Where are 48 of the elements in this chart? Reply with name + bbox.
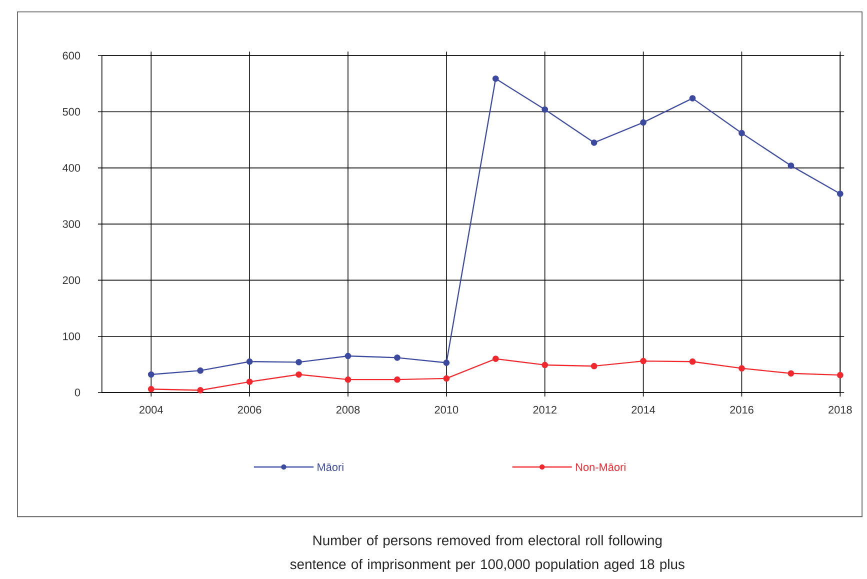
x-tick-label: 2018 bbox=[828, 406, 852, 414]
point bbox=[640, 358, 646, 364]
point bbox=[394, 376, 400, 383]
text: Māori bbox=[318, 462, 344, 471]
point bbox=[197, 367, 204, 374]
point bbox=[738, 365, 745, 372]
y-tick-label: 300 bbox=[62, 220, 80, 228]
point bbox=[689, 358, 696, 365]
point bbox=[296, 371, 302, 378]
x-tick-label: 2016 bbox=[730, 406, 754, 414]
point bbox=[788, 162, 794, 169]
point bbox=[296, 358, 302, 366]
point bbox=[443, 375, 450, 382]
point bbox=[542, 362, 548, 368]
point bbox=[246, 358, 253, 365]
point bbox=[246, 378, 253, 385]
point bbox=[148, 386, 154, 392]
x-tick-label: 2004 bbox=[140, 406, 163, 414]
point bbox=[689, 94, 696, 102]
point bbox=[443, 359, 450, 366]
text: Number of persons removed from electoral roll following sentence of imprisonment per 100,000 population aged 18 plus bbox=[290, 534, 684, 572]
y-tick-label: 200 bbox=[62, 276, 80, 284]
point bbox=[640, 119, 646, 126]
x-tick-label: 2012 bbox=[533, 406, 556, 414]
y-tick-label: 600 bbox=[62, 52, 80, 60]
point bbox=[788, 370, 794, 376]
point bbox=[837, 372, 844, 378]
point bbox=[738, 130, 745, 136]
y-tick-label: 500 bbox=[62, 108, 80, 116]
y-tick-label: 400 bbox=[62, 164, 80, 172]
point bbox=[148, 371, 154, 378]
point bbox=[344, 376, 352, 383]
point bbox=[394, 354, 400, 361]
y-tick-label: 100 bbox=[63, 332, 80, 340]
x-tick-label: 2006 bbox=[238, 406, 262, 414]
x-tick-label: 2010 bbox=[434, 406, 458, 414]
text: Non-Māori bbox=[576, 462, 626, 471]
point bbox=[197, 386, 204, 394]
x-tick-label: 2008 bbox=[336, 406, 360, 414]
point bbox=[492, 75, 499, 82]
point bbox=[590, 362, 598, 370]
x-tick-label: 2014 bbox=[632, 406, 656, 414]
y-tick-label: 0 bbox=[74, 388, 80, 396]
point bbox=[542, 106, 548, 113]
point bbox=[344, 352, 352, 360]
point bbox=[492, 355, 499, 362]
point bbox=[590, 139, 598, 146]
point bbox=[837, 190, 844, 197]
